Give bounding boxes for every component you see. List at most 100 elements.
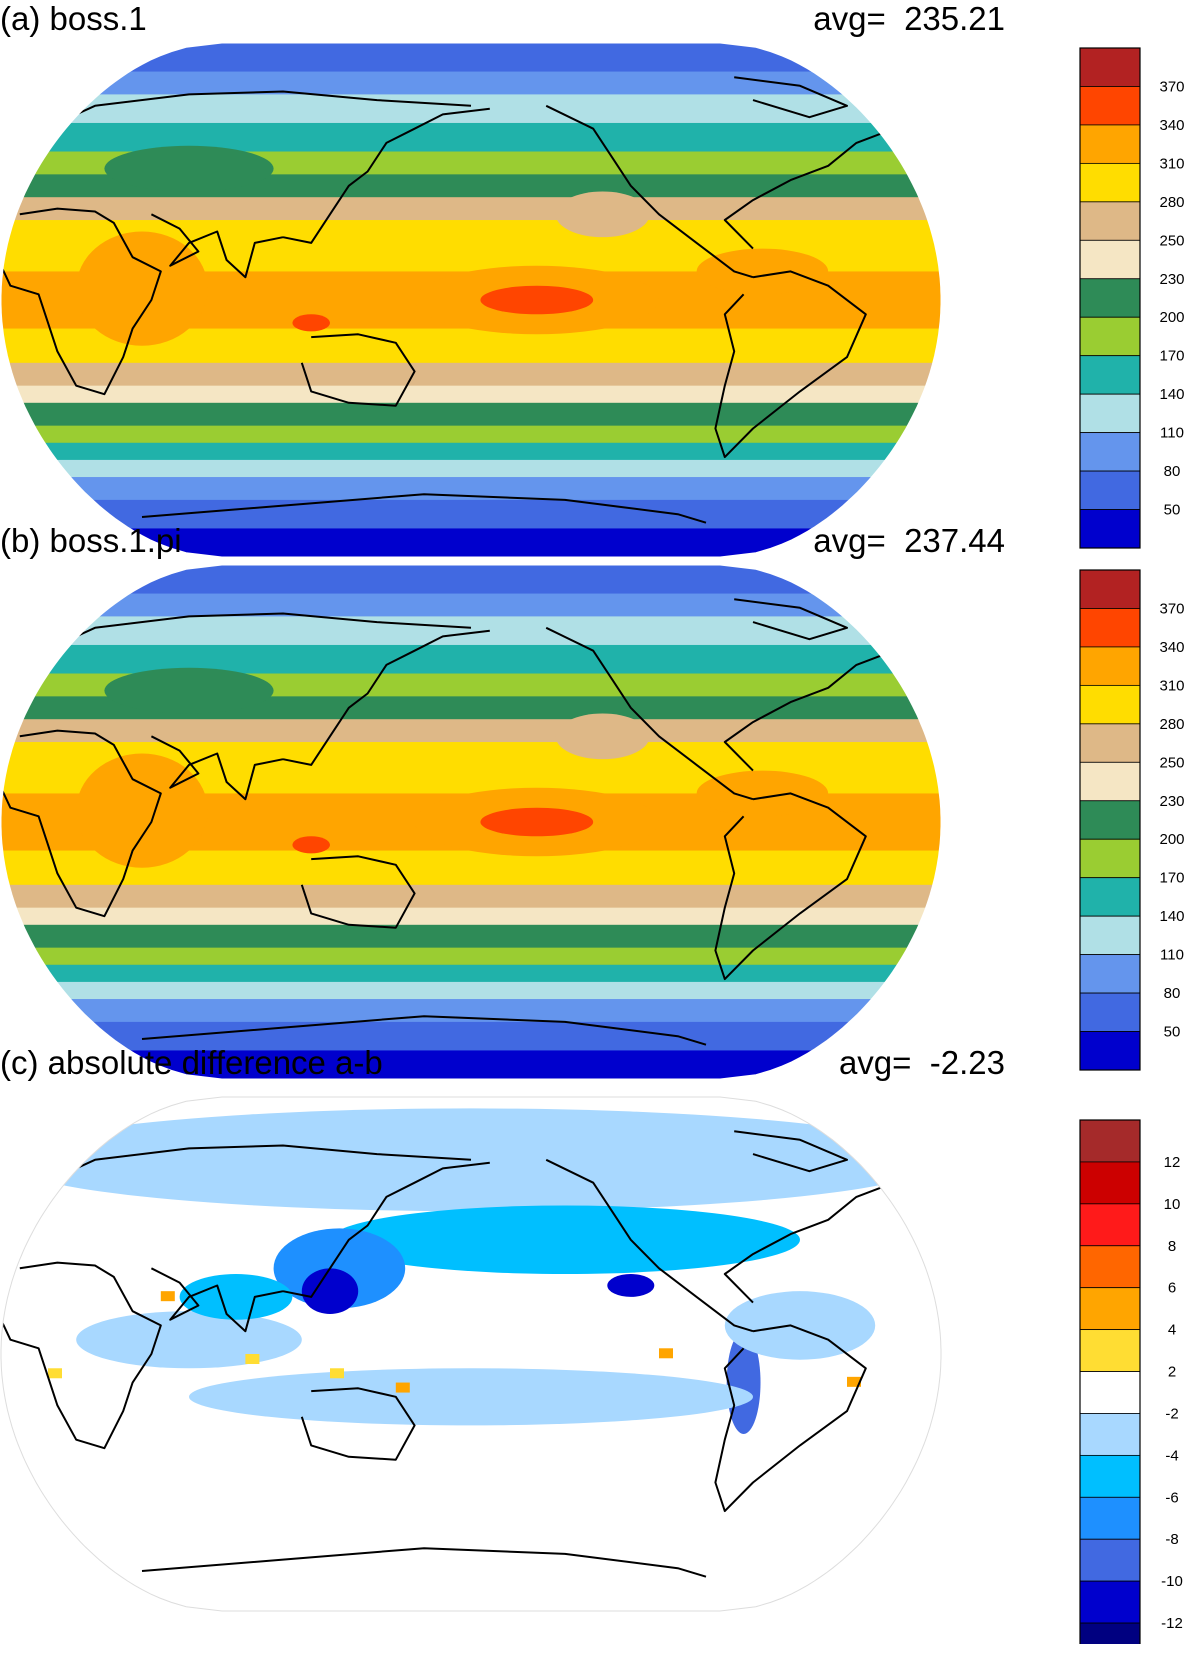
map-region (76, 231, 208, 346)
map-band (1, 197, 941, 221)
colorbar-swatch (1079, 47, 1141, 87)
coastline (545, 104, 754, 279)
colorbar-swatch (1079, 992, 1141, 1032)
map-band (1, 442, 941, 461)
colorbar-tick-label: 310 (1159, 677, 1184, 694)
map-frame (0, 42, 942, 558)
panel-avg: avg= 237.44 (813, 522, 1005, 560)
colorbar-tick-label: 10 (1164, 1196, 1181, 1213)
coastline (734, 76, 848, 119)
map-field (1, 1097, 941, 1611)
colorbar-swatch (1079, 316, 1141, 357)
map-band (1, 719, 941, 743)
coastline (723, 1181, 895, 1304)
map-region (607, 1274, 655, 1297)
colorbar-swatch (1079, 1371, 1141, 1414)
colorbar-tick-label: 310 (1159, 155, 1184, 172)
colorbar-tick-label: 140 (1159, 908, 1184, 925)
colorbar-swatch (1079, 877, 1141, 917)
colorbar: 12 10 8 6 4 2 -2 -4 -6 -8 -10 -12 (1079, 1119, 1183, 1644)
colorbar-tick-label: -10 (1161, 1573, 1183, 1590)
colorbar-tick-label: 250 (1159, 754, 1184, 771)
coastline (141, 1015, 707, 1046)
coastline (282, 107, 490, 244)
map-region (104, 145, 274, 192)
colorbar-swatch (1079, 1245, 1141, 1289)
colorbar-tick-label: 170 (1159, 870, 1184, 887)
colorbar-swatch (1079, 838, 1141, 879)
colorbar-tick-label: 250 (1159, 232, 1184, 249)
coastline (1, 207, 162, 396)
coastline (300, 1387, 416, 1461)
colorbar-swatch (1079, 608, 1141, 648)
colorbar-swatch (1079, 124, 1141, 164)
coastline (150, 1267, 284, 1333)
map-plot: 370 340 310 280 250 230 200 170 140 110 80 50 (0, 42, 1185, 558)
colorbar-tick-label: -4 (1165, 1447, 1178, 1464)
avg-value: 235.21 (904, 0, 1005, 37)
colorbar-swatch (1079, 432, 1141, 472)
colorbar-swatch (1079, 1580, 1141, 1624)
colorbar-swatch (1079, 201, 1141, 241)
colorbar-tick-label: -6 (1165, 1489, 1178, 1506)
map-region (555, 191, 650, 238)
map-band (1, 644, 941, 675)
colorbar-swatch (1079, 569, 1141, 609)
colorbar-swatch (1079, 800, 1141, 840)
colorbar-tick-label: -8 (1165, 1531, 1178, 1548)
colorbar-tick-label: 370 (1159, 78, 1184, 95)
map-band (1, 947, 941, 966)
colorbar-swatch (1079, 1622, 1141, 1644)
map-band (1, 385, 941, 404)
colorbar-tick-label: 340 (1159, 117, 1184, 134)
map-frame (0, 564, 942, 1080)
map-band (1, 499, 941, 529)
map-speck (330, 1368, 344, 1379)
map-region (76, 1311, 302, 1369)
panel-c: (c) absolute difference a-b avg= -2.23 1… (0, 1044, 1188, 1644)
map-band (1, 71, 941, 95)
colorbar-tick-label: 230 (1159, 793, 1184, 810)
map-plot: 370 340 310 280 250 230 200 170 140 110 80 50 (0, 564, 1185, 1080)
colorbar-swatch (1079, 723, 1141, 763)
colorbar-tick-label: 8 (1168, 1238, 1176, 1255)
map-region (724, 1291, 876, 1360)
map-band (1, 593, 941, 617)
map-band (1, 907, 941, 926)
colorbar-swatch (1079, 915, 1141, 956)
colorbar: 370 340 310 280 250 230 200 170 140 110 80 50 (1079, 47, 1185, 549)
colorbar-tick-label: 230 (1159, 271, 1184, 288)
colorbar-swatch (1079, 1329, 1141, 1372)
colorbar-tick-label: 4 (1168, 1322, 1176, 1339)
map-band (1, 477, 941, 501)
colorbar-tick-label: 340 (1159, 639, 1184, 656)
avg-label: avg= (813, 0, 886, 37)
map-region (189, 1368, 753, 1426)
colorbar-swatch (1079, 393, 1141, 434)
map-region (301, 1268, 359, 1315)
colorbar-swatch (1079, 1203, 1141, 1247)
panel-avg: avg= 235.21 (813, 0, 1005, 38)
coastline (714, 1324, 867, 1513)
coastline (734, 598, 848, 641)
colorbar-tick-label: 280 (1159, 194, 1184, 211)
map-band (1, 565, 941, 595)
colorbar-swatch (1079, 1454, 1141, 1498)
colorbar-tick-label: 50 (1164, 502, 1181, 519)
colorbar: 370 340 310 280 250 230 200 170 140 110 80 50 (1079, 569, 1185, 1071)
colorbar-swatch (1079, 1161, 1141, 1205)
coastline (300, 333, 416, 407)
coastline (545, 1158, 754, 1333)
coastline (714, 270, 867, 459)
map-region (292, 314, 331, 332)
colorbar-swatch (1079, 1413, 1141, 1456)
map-region (1, 1108, 941, 1212)
map-band (1, 884, 941, 909)
colorbar-tick-label: 170 (1159, 348, 1184, 365)
map-field (1, 43, 941, 557)
colorbar-tick-label: 2 (1168, 1364, 1176, 1381)
map-band (1, 964, 941, 983)
colorbar-swatch (1079, 684, 1141, 725)
colorbar-frame (1079, 569, 1141, 1071)
colorbar-swatch (1079, 761, 1141, 802)
